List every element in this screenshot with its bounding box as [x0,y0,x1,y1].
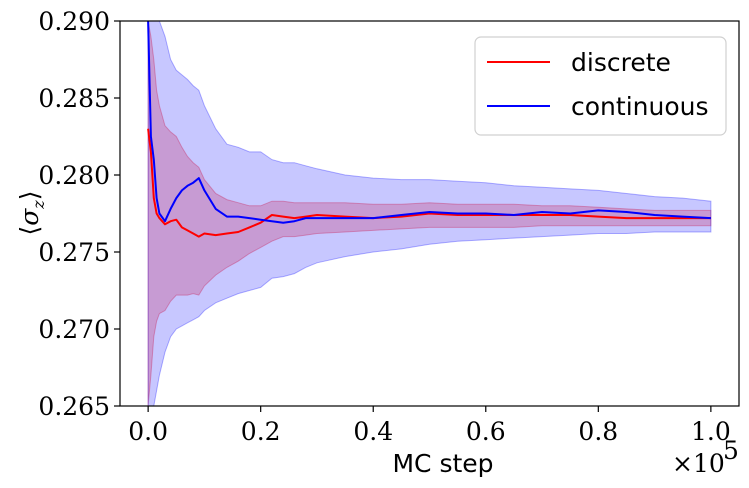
y-tick-label: 0.265 [38,392,110,421]
svg-text:×10: ×10 [672,449,725,478]
x-tick-label: 0.6 [466,417,506,446]
svg-text:5: 5 [723,436,739,465]
x-axis-label: MC step [392,449,493,478]
series-lines [147,21,711,238]
x-tick-label: 0.8 [578,417,618,446]
x-axis-multiplier: ×10 5 [672,436,739,478]
y-tick-label: 0.290 [38,7,110,36]
legend-label-discrete: discrete [571,48,671,77]
series-line-discrete [147,128,711,238]
x-tick-label: 0.0 [128,417,168,446]
series-line-continuous [147,21,711,224]
legend-label-continuous: continuous [571,92,709,121]
x-tick-label: 1.0 [691,417,731,446]
svg-text:⟨σz⟩: ⟨σz⟩ [15,190,48,235]
y-tick-label: 0.275 [38,238,110,267]
y-axis: 0.265 0.270 0.275 0.280 0.285 0.290 [38,7,120,421]
y-tick-label: 0.270 [38,315,110,344]
y-tick-label: 0.280 [38,161,110,190]
x-axis: 0.0 0.2 0.4 0.6 0.8 1.0 [128,406,731,446]
y-tick-label: 0.285 [38,84,110,113]
x-tick-label: 0.4 [353,417,393,446]
x-tick-label: 0.2 [241,417,281,446]
legend: discrete continuous [474,36,727,136]
y-axis-label: ⟨σz⟩ [15,190,48,235]
plot-frame [119,20,740,407]
